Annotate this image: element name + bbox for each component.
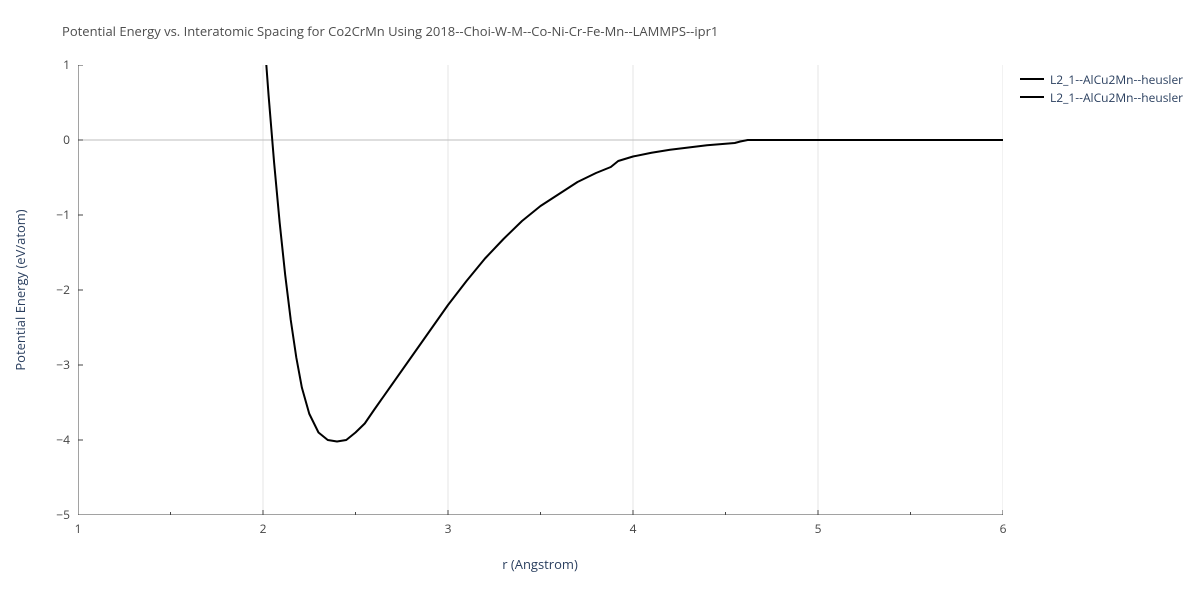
svg-text:1: 1 bbox=[63, 56, 70, 73]
svg-text:5: 5 bbox=[815, 520, 822, 537]
plot-area[interactable] bbox=[78, 65, 1003, 515]
svg-text:4: 4 bbox=[630, 520, 637, 537]
svg-text:3: 3 bbox=[445, 520, 452, 537]
svg-text:0: 0 bbox=[63, 131, 70, 148]
svg-text:2: 2 bbox=[260, 520, 267, 537]
svg-text:6: 6 bbox=[1000, 520, 1007, 537]
legend-label-0: L2_1--AlCu2Mn--heusler bbox=[1050, 71, 1183, 88]
chart-container: { "chart": { "type": "line", "title": "P… bbox=[0, 0, 1200, 600]
legend-swatch-0 bbox=[1020, 78, 1044, 80]
svg-text:−1: −1 bbox=[56, 206, 70, 223]
legend-swatch-1 bbox=[1020, 96, 1044, 98]
plot-svg bbox=[78, 65, 1003, 515]
chart-title: Potential Energy vs. Interatomic Spacing… bbox=[62, 22, 718, 40]
legend-label-1: L2_1--AlCu2Mn--heusler bbox=[1050, 89, 1183, 106]
legend-item-0[interactable]: L2_1--AlCu2Mn--heusler bbox=[1020, 70, 1183, 88]
legend-item-1[interactable]: L2_1--AlCu2Mn--heusler bbox=[1020, 88, 1183, 106]
legend[interactable]: L2_1--AlCu2Mn--heusler L2_1--AlCu2Mn--he… bbox=[1020, 70, 1183, 106]
svg-text:−2: −2 bbox=[56, 281, 70, 298]
x-axis-label: r (Angstrom) bbox=[502, 555, 578, 573]
y-ticks: −5−4−3−2−101 bbox=[0, 0, 78, 600]
svg-text:1: 1 bbox=[75, 520, 82, 537]
svg-text:−3: −3 bbox=[56, 356, 70, 373]
x-ticks: 1 2 3 4 5 6 bbox=[0, 515, 1200, 555]
svg-text:−4: −4 bbox=[56, 431, 70, 448]
